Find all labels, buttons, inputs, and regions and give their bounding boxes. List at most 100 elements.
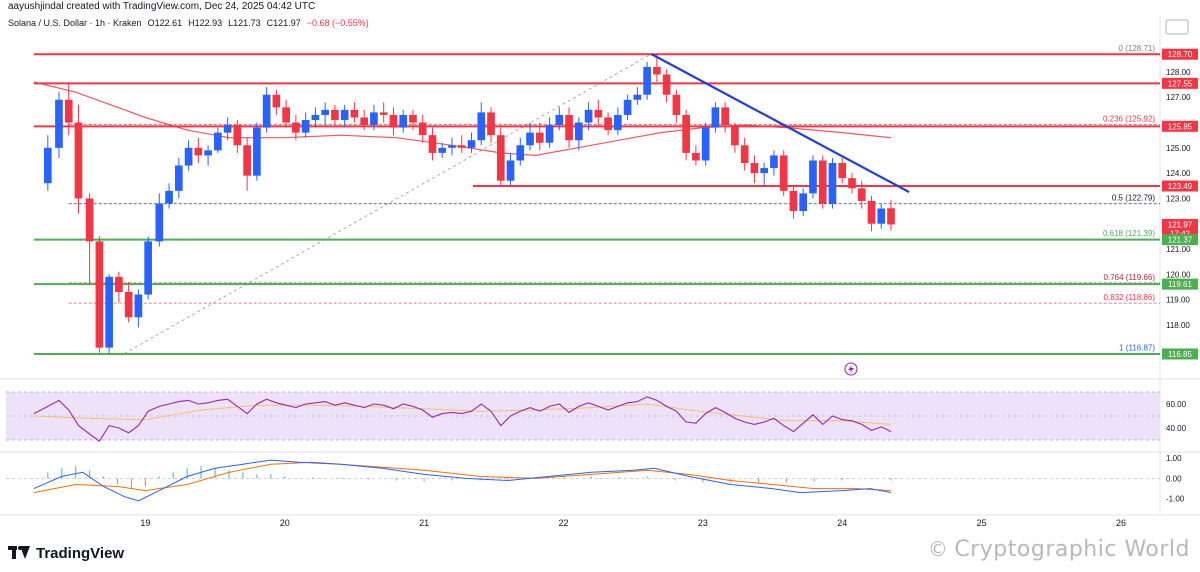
candle-up: [574, 122, 583, 141]
candle-up: [438, 147, 447, 153]
price-tick-label: 120.00: [1166, 270, 1191, 279]
candle-up: [555, 114, 564, 126]
price-tick-label: 127.00: [1166, 93, 1191, 102]
candle-up: [809, 160, 817, 194]
ohlc-high: H122.93: [188, 18, 223, 28]
candle-up: [614, 114, 622, 131]
candle-down: [95, 241, 104, 348]
candle-down: [887, 208, 895, 225]
candle-down: [604, 117, 612, 131]
candle-up: [799, 193, 808, 212]
candle-down: [731, 125, 739, 146]
candle-down: [653, 66, 661, 75]
candle-down: [233, 125, 242, 146]
price-label-box: [1162, 278, 1198, 290]
watermark: © Cryptographic World: [928, 534, 1190, 564]
time-tick-label: 20: [280, 518, 290, 528]
candle-up: [311, 114, 320, 120]
candle-up: [262, 94, 271, 128]
candle-down: [379, 112, 388, 115]
candle-up: [340, 109, 349, 120]
candle-down: [662, 74, 671, 95]
candle-up: [584, 109, 593, 123]
candle-down: [789, 190, 798, 212]
macd-line: [33, 459, 892, 502]
macd-signal-line: [33, 461, 892, 494]
rsi-tick-label: 60.00: [1166, 400, 1187, 409]
candle-up: [633, 94, 642, 100]
candle-down: [818, 160, 827, 204]
candle-up: [526, 132, 534, 146]
candle-down: [292, 122, 300, 133]
candle-up: [223, 125, 232, 133]
candle-up: [770, 155, 778, 169]
moving-average-line: [33, 81, 892, 157]
fib-anchor-line: [124, 53, 652, 354]
candle-down: [457, 145, 466, 148]
candle-down: [487, 112, 495, 136]
candle-down: [272, 94, 281, 108]
price-label: 123.49: [1168, 182, 1193, 191]
candle-down: [750, 163, 759, 174]
candle-down: [682, 114, 690, 153]
candle-up: [643, 66, 651, 95]
candle-down: [857, 188, 866, 201]
time-tick-label: 21: [419, 518, 429, 528]
candle-up: [105, 276, 113, 348]
rsi-line: [33, 396, 892, 442]
price-label: 121.37: [1168, 236, 1193, 245]
price-tick-label: 119.00: [1166, 296, 1190, 305]
candle-up: [184, 147, 193, 166]
candle-up: [506, 160, 515, 181]
candle-down: [64, 99, 73, 123]
candle-up: [214, 132, 222, 151]
candle-down: [535, 132, 544, 143]
fib-level-label: 0.764 (119.66): [1104, 273, 1156, 282]
countdown-label: 17:42: [1170, 229, 1191, 238]
candle-up: [877, 208, 886, 224]
candle-down: [721, 107, 729, 126]
candle-down: [389, 114, 398, 128]
tradingview-logo-text: TradingView: [36, 544, 125, 562]
chart-creation-header: aayushjindal created with TradingView.co…: [8, 1, 316, 12]
candle-down: [838, 163, 847, 179]
candle-up: [144, 241, 152, 295]
candle-up: [134, 294, 143, 318]
candle-down: [779, 155, 788, 191]
bearish-trendline: [650, 53, 910, 194]
price-tick-label: 125.00: [1166, 144, 1191, 153]
macd-tick-label: 0.00: [1166, 474, 1182, 483]
tradingview-logo-icon: [8, 546, 30, 560]
candle-down: [409, 114, 417, 123]
candle-up: [43, 147, 52, 184]
candle-up: [155, 203, 164, 242]
price-label-box: [1162, 180, 1198, 192]
price-chart[interactable]: 19 20 21 22 23 24 25 26 128.00 127.00 125.00 124.00…: [0, 0, 1200, 540]
tradingview-logo[interactable]: TradingView: [8, 542, 124, 564]
candle-down: [124, 292, 133, 318]
candle-up: [399, 114, 408, 128]
candle-up: [448, 145, 456, 148]
candle-down: [282, 107, 290, 123]
price-label: 121.97: [1168, 220, 1193, 229]
alert-bolt-icon: [848, 365, 854, 374]
candle-up: [701, 127, 710, 161]
price-label: 116.85: [1168, 350, 1192, 359]
time-tick-label: 19: [140, 518, 150, 528]
symbol-title[interactable]: Solana / U.S. Dollar · 1h · Kraken: [8, 18, 142, 28]
price-label-box: [1162, 120, 1198, 132]
fib-level-label: 0.832 (118.86): [1104, 293, 1156, 302]
time-tick-label: 23: [698, 518, 708, 528]
time-tick-label: 26: [1116, 518, 1126, 528]
time-tick-label: 22: [558, 518, 568, 528]
price-tick-label: 124.00: [1166, 169, 1191, 178]
price-label-box: [1162, 348, 1198, 360]
fib-level-label: 0 (128.71): [1119, 44, 1156, 53]
rsi-signal-line: [33, 403, 892, 425]
price-tick-label: 118.00: [1166, 321, 1190, 330]
watermark-text: Cryptographic World: [954, 536, 1190, 562]
copyright-icon: ©: [927, 537, 949, 561]
candle-up: [301, 120, 310, 133]
time-tick-label: 25: [977, 518, 987, 528]
candle-up: [828, 163, 837, 204]
